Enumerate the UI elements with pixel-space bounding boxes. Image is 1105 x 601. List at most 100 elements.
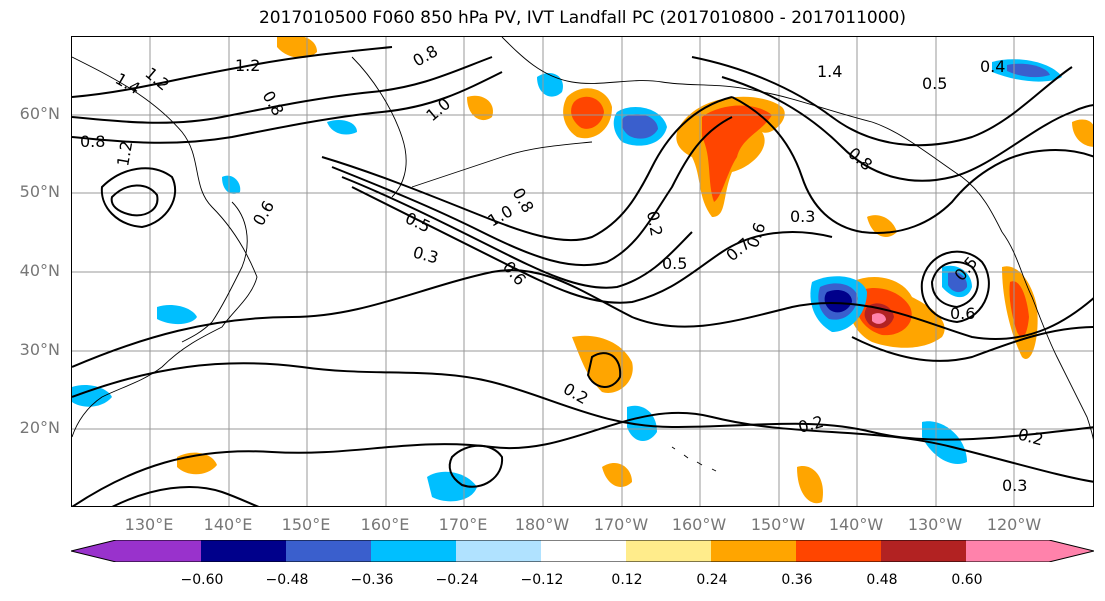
contour-label: 0.2 [796,412,826,437]
contour-label: 0.5 [922,74,947,93]
contour-0-8 [331,116,733,267]
contour-label: 0.6 [249,197,278,229]
colorbar-bin [626,540,711,562]
contour-0-6 [341,176,693,289]
lon-label-150w: 150°W [750,515,806,534]
colorbar-bin [541,540,626,562]
pv-negative-west-coast-core [948,271,968,293]
contour-label: 0.4 [980,57,1005,76]
contour-label: 1.2 [113,139,136,167]
contour-west-coast-ring [930,261,979,309]
pv-positive-small-4 [277,37,317,58]
colorbar-tick: 0.12 [611,572,643,588]
contour-label: 0.8 [509,185,538,217]
lat-label-30: 30°N [19,340,60,359]
contour-1-0 [321,96,733,242]
colorbar-bin [711,540,796,562]
contour-labels: 1.2 1.4 1.2 0.8 0.8 1.2 0.8 1.0 0.5 0.3 … [80,41,1045,495]
lon-label-160e: 160°E [360,515,410,534]
chart-title: 2017010500 F060 850 hPa PV, IVT Landfall… [258,8,906,28]
coast-japan [181,201,248,343]
contour-label: 1.0 [422,94,454,125]
pv-negative-west [72,385,112,407]
lon-label-180w: 180°W [514,515,570,534]
colorbar-tick: −0.24 [435,572,479,588]
contour-japan-2 [110,184,159,217]
pv-fill-layer [72,37,1093,504]
coast-aleutians [411,141,593,188]
contour-0-2-mid [72,362,1093,441]
contour-label: 0.3 [1002,476,1027,495]
contour-south-blob [448,444,504,488]
contour-0-5 [351,186,833,304]
contour-label: 1.4 [817,62,842,81]
contour-label: 1.2 [235,56,260,75]
contour-gulf-3 [691,56,1073,147]
contour-label: 0.2 [1016,425,1046,450]
graticule [72,37,1093,506]
pv-positive-small-5 [602,462,632,487]
pv-negative-japan [157,305,197,325]
pv-positive-central [572,335,633,393]
pv-positive-west-bering-core [571,96,604,129]
colorbar-tick: −0.36 [350,572,394,588]
colorbar-bin [881,540,966,562]
pv-negative-top-right-core [1007,63,1050,78]
contour-south-loop [586,352,622,388]
lon-label-150e: 150°E [281,515,331,534]
ivt-contours [72,46,1093,506]
lat-label-60: 60°N [19,104,60,123]
map-panel: 1.2 1.4 1.2 0.8 0.8 1.2 0.8 1.0 0.5 0.3 … [71,36,1094,507]
contour-label: 0.8 [259,88,288,120]
pv-negative-bering-core [621,114,658,139]
colorbar-extend-low [71,540,201,562]
contour-label: 0.3 [790,207,815,226]
contour-0-3-south [72,411,1093,506]
colorbar-bin [371,540,456,562]
lat-label-20: 20°N [19,418,60,437]
colorbar-tick: −0.60 [180,572,224,588]
colorbar [71,540,1094,562]
colorbar-bin [201,540,286,562]
colorbar-tick: −0.12 [520,572,564,588]
lon-label-170w: 170°W [593,515,649,534]
colorbar-tick: 0.48 [866,572,898,588]
contour-west-coast-ring-2 [920,250,990,324]
contour-label: 0.6 [743,220,770,250]
lon-label-140e: 140°E [203,515,253,534]
pv-positive-small-6 [467,95,493,121]
coast-asia [72,56,258,438]
pv-positive-top-right [1072,119,1093,147]
contour-north-1 [72,56,493,124]
coast-north-america [1001,231,1093,441]
lat-label-50: 50°N [19,182,60,201]
pv-negative-ne-pacific-inner [824,290,852,313]
colorbar-extend-high [966,540,1094,562]
contour-label: 0.2 [643,209,666,237]
colorbar-tick: 0.24 [696,572,728,588]
lon-label-160w: 160°W [671,515,727,534]
contour-east-1 [851,326,1093,362]
contour-japan-1 [100,167,177,229]
lon-label-140w: 140°W [828,515,884,534]
colorbar-bin [286,540,371,562]
map-canvas: 1.2 1.4 1.2 0.8 0.8 1.2 0.8 1.0 0.5 0.3 … [72,37,1093,506]
colorbar-tick: 0.36 [781,572,813,588]
contour-label: 0.6 [950,304,975,323]
lon-label-170e: 170°E [438,515,488,534]
contour-label: 0.2 [560,379,592,408]
coast-islands-hawaii [671,446,717,472]
lon-label-130e: 130°E [124,515,174,534]
contour-label: 1.2 [141,64,173,95]
colorbar-tick: −0.48 [265,572,309,588]
contour-label: 0.5 [402,208,433,236]
contour-label: 0.5 [662,254,687,273]
lon-label-120w: 120°W [986,515,1042,534]
pv-positive-ne-pacific-peak [872,313,886,324]
colorbar-bin [456,540,541,562]
pv-positive-small-2 [797,466,823,504]
colorbar-bin [796,540,881,562]
contour-gulf-2 [721,76,1093,182]
contour-north-2 [72,71,503,144]
lon-label-130w: 130°W [907,515,963,534]
